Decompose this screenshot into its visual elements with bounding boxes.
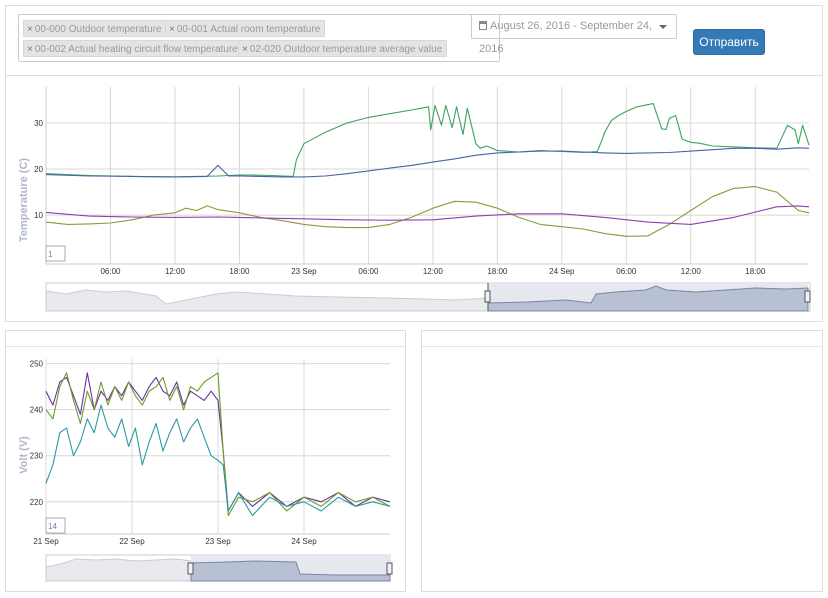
series-line-olive[interactable] bbox=[45, 372, 391, 517]
navigator-area-selected bbox=[190, 560, 391, 582]
x-tick-label: 12:00 bbox=[681, 267, 702, 276]
panel-header bbox=[422, 331, 822, 347]
range-label: 1 bbox=[48, 250, 53, 259]
x-tick-label: 22 Sep bbox=[119, 537, 145, 546]
series-line-teal[interactable] bbox=[45, 404, 391, 517]
y-tick-label: 20 bbox=[34, 165, 43, 174]
x-tick-label: 18:00 bbox=[745, 267, 766, 276]
sensor-tag-label: 00-000 Outdoor temperature bbox=[34, 24, 162, 35]
sensor-tag[interactable]: × 00-001 Actual room temperature bbox=[165, 20, 326, 37]
date-range-picker[interactable]: August 26, 2016 - September 24, 2016 bbox=[471, 14, 677, 55]
calendar-icon bbox=[479, 21, 487, 30]
navigator-left-handle[interactable] bbox=[484, 290, 491, 303]
x-tick-label: 12:00 bbox=[423, 267, 444, 276]
sensor-multiselect[interactable]: × 00-000 Outdoor temperature × 00-001 Actu… bbox=[18, 14, 500, 62]
sensor-tag[interactable]: × 00-002 Actual heating circuit flow temp… bbox=[23, 40, 243, 57]
range-navigator[interactable] bbox=[45, 282, 811, 312]
x-tick-label: 21 Sep bbox=[33, 537, 59, 546]
range-label-box bbox=[45, 245, 66, 262]
close-icon[interactable]: × bbox=[242, 44, 248, 55]
y-tick-label: 230 bbox=[30, 452, 44, 461]
series-line-blue[interactable] bbox=[45, 147, 810, 178]
y-axis-label: Temperature (C) bbox=[18, 158, 30, 242]
close-icon[interactable]: × bbox=[169, 24, 175, 35]
range-label-box bbox=[45, 517, 66, 534]
x-tick-label: 24 Sep bbox=[549, 267, 575, 276]
sensor-tag-label: 02-020 Outdoor temperature average value bbox=[249, 44, 443, 55]
sensor-tag-label: 00-002 Actual heating circuit flow tempe… bbox=[34, 44, 238, 55]
voltage-chart-panel: 220 230 240 250 21 Sep 22 Sep 23 Sep 24 Sep Vol… bbox=[5, 330, 406, 592]
x-tick-label: 23 Sep bbox=[291, 267, 317, 276]
temperature-chart-panel: 10 20 30 06:00 12:00 18:00 23 Sep 06:00 12:00 18:… bbox=[5, 75, 823, 322]
sensor-tag[interactable]: × 02-020 Outdoor temperature average valu… bbox=[238, 40, 448, 57]
y-tick-label: 30 bbox=[34, 119, 43, 128]
chevron-down-icon bbox=[659, 25, 667, 29]
navigator-area-unselected bbox=[45, 558, 192, 582]
series-line-purple[interactable] bbox=[45, 372, 391, 512]
x-tick-label: 06:00 bbox=[100, 267, 121, 276]
range-label: 14 bbox=[48, 522, 57, 531]
x-tick-label: 23 Sep bbox=[205, 537, 231, 546]
navigator-left-handle[interactable] bbox=[187, 562, 194, 575]
x-tick-label: 18:00 bbox=[487, 267, 508, 276]
x-tick-label: 06:00 bbox=[358, 267, 379, 276]
submit-button[interactable]: Отправить bbox=[693, 29, 765, 55]
navigator-area-unselected bbox=[45, 289, 489, 312]
range-navigator[interactable] bbox=[45, 554, 393, 582]
x-tick-label: 06:00 bbox=[616, 267, 637, 276]
x-tick-label: 24 Sep bbox=[291, 537, 317, 546]
series-line-green[interactable] bbox=[45, 103, 810, 178]
x-tick-label: 18:00 bbox=[229, 267, 250, 276]
date-range-label: August 26, 2016 - September 24, 2016 bbox=[479, 20, 653, 55]
y-tick-label: 220 bbox=[30, 498, 44, 507]
close-icon[interactable]: × bbox=[27, 44, 33, 55]
y-axis-label: Volt (V) bbox=[18, 436, 30, 474]
sensor-tag[interactable]: × 00-000 Outdoor temperature bbox=[23, 20, 167, 37]
filter-panel: × 00-000 Outdoor temperature × 00-001 Actu… bbox=[5, 5, 823, 75]
y-tick-label: 240 bbox=[30, 406, 44, 415]
y-tick-label: 250 bbox=[30, 360, 44, 369]
series-line-purple[interactable] bbox=[45, 205, 810, 225]
x-tick-label: 12:00 bbox=[165, 267, 186, 276]
empty-chart-panel bbox=[421, 330, 823, 592]
temperature-chart: 10 20 30 06:00 12:00 18:00 23 Sep 06:00 12:00 18:… bbox=[18, 87, 811, 312]
y-tick-label: 10 bbox=[34, 211, 43, 220]
series-line-olive[interactable] bbox=[45, 186, 810, 237]
sensor-tag-label: 00-001 Actual room temperature bbox=[176, 24, 321, 35]
panel-header bbox=[6, 331, 405, 347]
navigator-right-handle[interactable] bbox=[804, 290, 811, 303]
close-icon[interactable]: × bbox=[27, 24, 33, 35]
navigator-right-handle[interactable] bbox=[386, 562, 393, 575]
voltage-chart: 220 230 240 250 21 Sep 22 Sep 23 Sep 24 Sep Vol… bbox=[18, 359, 393, 582]
